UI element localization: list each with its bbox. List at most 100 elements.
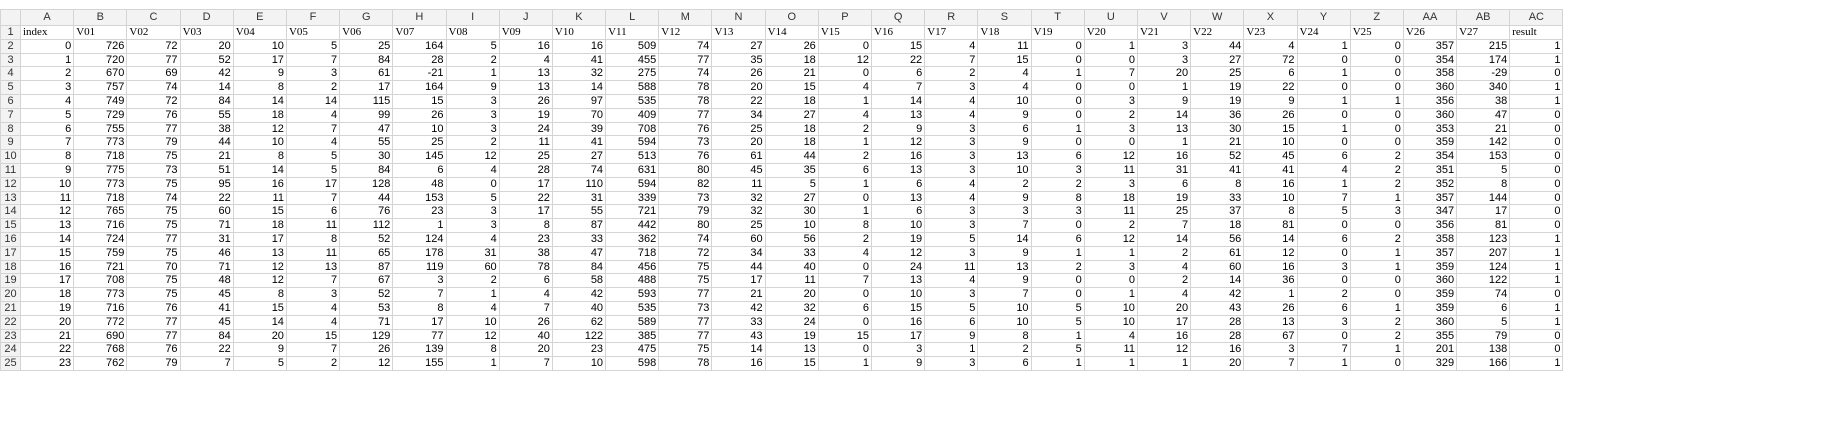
cell[interactable]: 2 (1030, 259, 1085, 275)
cell[interactable]: 456 (605, 259, 660, 275)
cell[interactable]: 5 (1030, 314, 1085, 330)
cell[interactable]: 38 (179, 121, 234, 137)
cell[interactable]: 27 (711, 38, 766, 54)
cell[interactable]: 6 (870, 66, 926, 82)
cell[interactable]: 765 (73, 204, 128, 220)
row-number[interactable]: 18 (0, 259, 21, 275)
cell[interactable]: 16 (870, 149, 926, 164)
cell[interactable]: 724 (73, 231, 128, 247)
cell[interactable]: 10 (870, 287, 926, 302)
header-cell[interactable]: V20 (1083, 25, 1138, 40)
column-letter[interactable]: P (817, 9, 873, 26)
cell[interactable]: 15 (817, 328, 873, 344)
cell[interactable]: 721 (605, 204, 660, 220)
column-letter[interactable]: O (764, 9, 819, 26)
cell[interactable]: 10 (551, 356, 607, 371)
cell[interactable]: 0 (1083, 52, 1138, 68)
cell[interactable]: 79 (658, 204, 713, 220)
cell[interactable]: 1 (1509, 52, 1564, 68)
cell[interactable]: 18 (232, 218, 287, 233)
column-letter[interactable]: K (551, 9, 607, 26)
cell[interactable]: 51 (179, 162, 234, 178)
cell[interactable]: 4 (445, 162, 500, 178)
cell[interactable]: 45 (1243, 149, 1298, 164)
cell[interactable]: 9 (232, 342, 287, 358)
cell[interactable]: 4 (977, 80, 1032, 95)
cell[interactable]: 201 (1402, 342, 1458, 358)
cell[interactable]: 10 (232, 135, 287, 151)
cell[interactable]: 41 (551, 52, 607, 68)
cell[interactable]: 16 (551, 38, 607, 54)
cell[interactable]: 6 (924, 314, 979, 330)
cell[interactable]: 0 (1030, 273, 1085, 289)
cell[interactable]: 74 (658, 38, 713, 54)
cell[interactable]: 30 (1190, 121, 1245, 137)
cell[interactable]: 631 (605, 162, 660, 178)
row-number[interactable]: 10 (0, 149, 21, 164)
header-cell[interactable]: V13 (711, 25, 766, 40)
cell[interactable]: 0 (1083, 80, 1138, 95)
cell[interactable]: 18 (764, 52, 819, 68)
header-cell[interactable]: V17 (924, 25, 979, 40)
cell[interactable]: 22 (179, 190, 234, 206)
cell[interactable]: 513 (605, 149, 660, 164)
cell[interactable]: 7 (285, 52, 341, 68)
cell[interactable]: 80 (658, 218, 713, 233)
cell[interactable]: 72 (126, 93, 181, 109)
cell[interactable]: 475 (605, 342, 660, 358)
cell[interactable]: 3 (924, 287, 979, 302)
cell[interactable]: 2 (1349, 176, 1404, 192)
header-cell[interactable]: V04 (232, 25, 287, 40)
cell[interactable]: 20 (1136, 66, 1192, 82)
cell[interactable]: 20 (711, 135, 766, 151)
header-cell[interactable]: V22 (1190, 25, 1245, 40)
cell[interactable]: 41 (179, 300, 234, 316)
cell[interactable]: 1 (1349, 259, 1404, 275)
cell[interactable]: 77 (126, 231, 181, 247)
cell[interactable]: 77 (658, 107, 713, 123)
cell[interactable]: 65 (339, 245, 394, 261)
cell[interactable]: 3 (1136, 38, 1192, 54)
cell[interactable]: 3 (445, 218, 500, 233)
cell[interactable]: 1 (1349, 342, 1404, 358)
cell[interactable]: 15 (232, 204, 287, 220)
cell[interactable]: 4 (285, 300, 341, 316)
cell[interactable]: 34 (711, 107, 766, 123)
cell[interactable]: 20 (1136, 300, 1192, 316)
cell[interactable]: 358 (1402, 66, 1458, 82)
cell[interactable]: 25 (498, 149, 553, 164)
cell[interactable]: 7 (179, 356, 234, 371)
cell[interactable]: 3 (1083, 259, 1138, 275)
cell[interactable]: 359 (1402, 259, 1458, 275)
cell[interactable]: 13 (870, 273, 926, 289)
cell[interactable]: 3 (924, 135, 979, 151)
cell[interactable]: 60 (1190, 259, 1245, 275)
cell[interactable]: 33 (1190, 190, 1245, 206)
cell[interactable]: 0 (1296, 107, 1351, 123)
cell[interactable]: 13 (870, 162, 926, 178)
cell[interactable]: 6 (1296, 300, 1351, 316)
cell[interactable]: 772 (73, 314, 128, 330)
cell[interactable]: 2 (817, 231, 873, 247)
cell[interactable]: 4 (1083, 328, 1138, 344)
cell[interactable]: 14 (19, 231, 75, 247)
cell[interactable]: 17 (498, 204, 553, 220)
cell[interactable]: 26 (711, 66, 766, 82)
cell[interactable]: 18 (1083, 190, 1138, 206)
cell[interactable]: 7 (19, 135, 75, 151)
column-letter[interactable]: I (445, 9, 500, 26)
cell[interactable]: 0 (817, 314, 873, 330)
cell[interactable]: 9 (19, 162, 75, 178)
column-letter[interactable]: B (73, 9, 128, 26)
cell[interactable]: 7 (977, 287, 1032, 302)
cell[interactable]: 1 (1296, 121, 1351, 137)
cell[interactable]: 14 (1243, 231, 1298, 247)
cell[interactable]: 7 (285, 273, 341, 289)
cell[interactable]: 178 (392, 245, 447, 261)
cell[interactable]: 99 (339, 107, 394, 123)
cell[interactable]: 30 (764, 204, 819, 220)
cell[interactable]: 0 (1296, 80, 1351, 95)
cell[interactable]: 4 (924, 273, 979, 289)
cell[interactable]: 0 (1030, 135, 1085, 151)
cell[interactable]: 2 (285, 80, 341, 95)
